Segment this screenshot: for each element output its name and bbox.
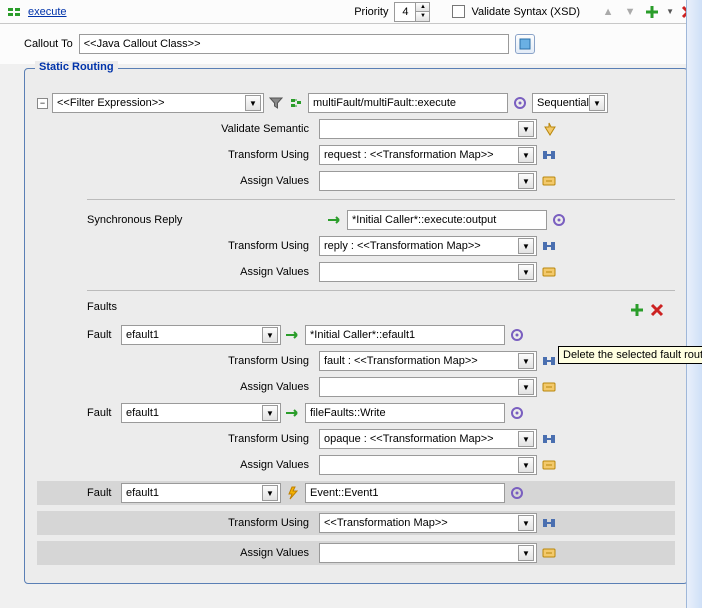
assign-values-label-3: Assign Values [37,381,315,393]
delete-fault-tooltip: Delete the selected fault routing. [558,346,702,364]
assign-values-label-1: Assign Values [37,175,315,187]
fault1-arrow-icon [285,327,301,343]
assign-values-combo-4[interactable]: ▼ [319,455,537,475]
transform-using-label-1: Transform Using [37,149,315,161]
filter-icon[interactable] [268,95,284,111]
priority-spinner[interactable]: ▲ ▼ [394,2,430,22]
transform-request-value: request : <<Transformation Map>> [324,149,494,161]
route-icon [288,95,304,111]
execution-mode-value: Sequential [537,97,589,109]
transform-fault2-value: opaque : <<Transformation Map>> [324,433,494,445]
validate-syntax-checkbox[interactable] [452,5,465,18]
transform-map-icon-5[interactable] [541,515,557,531]
assign-values-label-2: Assign Values [37,266,315,278]
transform-map-icon-2[interactable] [541,238,557,254]
assign-values-icon-4[interactable] [541,457,557,473]
validate-semantic-label: Validate Semantic [37,123,315,135]
validate-syntax-label: Validate Syntax (XSD) [471,6,580,18]
callout-to-input[interactable] [79,34,509,54]
validate-semantic-icon[interactable] [541,121,557,137]
execution-mode-combo[interactable]: Sequential ▼ [532,93,608,113]
transform-map-icon-4[interactable] [541,431,557,447]
validate-semantic-combo[interactable]: ▼ [319,119,537,139]
reply-arrow-icon [327,212,343,228]
transform-fault1-value: fault : <<Transformation Map>> [324,355,478,367]
sync-reply-browse-icon[interactable] [551,212,567,228]
fault2-value: efault1 [126,407,159,419]
assign-values-label-5: Assign Values [37,547,315,559]
fault3-browse-icon[interactable] [509,485,525,501]
assign-values-icon-5[interactable] [541,545,557,561]
transform-fault3-combo[interactable]: <<Transformation Map>> ▼ [319,513,537,533]
fault3-target[interactable] [305,483,505,503]
fault2-select[interactable]: efault1 ▼ [121,403,281,423]
add-fault-icon[interactable] [629,302,645,318]
add-icon[interactable] [644,4,660,20]
filter-expression-value: <<Filter Expression>> [57,97,165,109]
fault1-target[interactable] [305,325,505,345]
fault3-event-icon [285,485,301,501]
filter-expression-combo[interactable]: <<Filter Expression>> ▼ [52,93,264,113]
filter-expander[interactable]: − [37,98,48,109]
sync-reply-label: Synchronous Reply [37,214,217,226]
fault3-select[interactable]: efault1 ▼ [121,483,281,503]
browse-target-icon[interactable] [512,95,528,111]
transform-reply-combo[interactable]: reply : <<Transformation Map>> ▼ [319,236,537,256]
callout-to-label: Callout To [24,38,73,50]
priority-down[interactable]: ▼ [415,11,429,21]
sync-reply-target[interactable] [347,210,547,230]
execute-link[interactable]: execute [28,6,67,18]
fault2-target[interactable] [305,403,505,423]
fault-label-3: Fault [37,487,117,499]
route-target-input[interactable] [308,93,508,113]
transform-map-icon-1[interactable] [541,147,557,163]
transform-using-label-2: Transform Using [37,240,315,252]
transform-fault2-combo[interactable]: opaque : <<Transformation Map>> ▼ [319,429,537,449]
transform-fault1-combo[interactable]: fault : <<Transformation Map>> ▼ [319,351,537,371]
assign-values-icon-3[interactable] [541,379,557,395]
fault2-arrow-icon [285,405,301,421]
vertical-scrollbar[interactable] [686,0,702,608]
assign-values-combo-3[interactable]: ▼ [319,377,537,397]
assign-values-combo-2[interactable]: ▼ [319,262,537,282]
transform-map-icon-3[interactable] [541,353,557,369]
priority-value[interactable] [395,3,415,21]
faults-label: Faults [37,301,625,313]
assign-values-icon-2[interactable] [541,264,557,280]
delete-fault-icon[interactable] [649,302,665,318]
move-up-icon[interactable]: ▲ [600,4,616,20]
assign-values-combo-1[interactable]: ▼ [319,171,537,191]
transform-request-combo[interactable]: request : <<Transformation Map>> ▼ [319,145,537,165]
assign-values-icon-1[interactable] [541,173,557,189]
static-routing-panel: Static Routing − <<Filter Expression>> ▼… [24,68,688,584]
assign-values-label-4: Assign Values [37,459,315,471]
fault1-browse-icon[interactable] [509,327,525,343]
operation-icon [6,4,22,20]
fault-label-1: Fault [37,329,117,341]
transform-using-label-5: Transform Using [37,517,315,529]
priority-label: Priority [354,6,388,18]
callout-browse-button[interactable] [515,34,535,54]
static-routing-legend: Static Routing [35,61,118,73]
transform-fault3-value: <<Transformation Map>> [324,517,448,529]
priority-up[interactable]: ▲ [415,3,429,12]
transform-reply-value: reply : <<Transformation Map>> [324,240,481,252]
fault1-value: efault1 [126,329,159,341]
transform-using-label-4: Transform Using [37,433,315,445]
assign-values-combo-5[interactable]: ▼ [319,543,537,563]
transform-using-label-3: Transform Using [37,355,315,367]
move-down-icon[interactable]: ▼ [622,4,638,20]
fault1-select[interactable]: efault1 ▼ [121,325,281,345]
fault2-browse-icon[interactable] [509,405,525,421]
fault-label-2: Fault [37,407,117,419]
fault3-value: efault1 [126,487,159,499]
